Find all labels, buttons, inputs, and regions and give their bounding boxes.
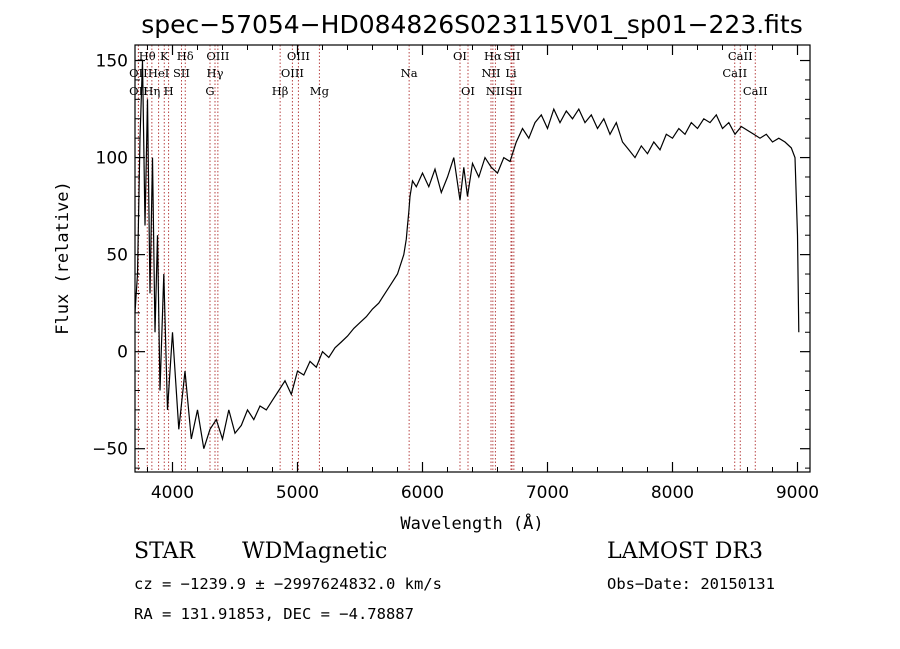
spectral-line-label-0: OII [129, 66, 148, 80]
x-tick-label-1: 5000 [276, 483, 319, 503]
spectral-line-label-22: Li [505, 66, 517, 80]
spectral-line-label-6: H [164, 84, 174, 98]
spectral-line-label-20: Hα [484, 49, 502, 63]
spectral-line-label-7: SII [173, 66, 190, 80]
spectral-line-labels: OIIOIIHθHηHeIKHSIIHδGHγOIIIHβOIIIOIIIMgN… [129, 49, 768, 98]
spectral-line-label-14: OIII [287, 49, 310, 63]
plot-frame [134, 44, 811, 473]
spectral-line-label-3: Hη [143, 84, 160, 98]
spectral-line-label-4: HeI [148, 66, 169, 80]
chart-title: spec−57054−HD084826S023115V01_sp01−223.f… [141, 10, 803, 39]
spectral-line-label-11: OIII [206, 49, 229, 63]
y-tick-label-1: 0 [117, 343, 128, 363]
spectral-line-label-16: Na [401, 66, 418, 80]
y-tick-label-2: 50 [106, 246, 128, 266]
y-tick-label-0: −50 [92, 440, 128, 460]
x-tick-label-2: 6000 [401, 483, 444, 503]
spectral-line-label-10: Hγ [207, 66, 224, 80]
spectral-line-label-2: Hθ [139, 49, 156, 63]
spectral-line-label-21: NII [486, 84, 505, 98]
spectral-line-label-8: Hδ [177, 49, 194, 63]
redshift-cz: cz = −1239.9 ± −2997624832.0 km/s [134, 575, 442, 593]
spectral-line-label-13: OIII [281, 66, 304, 80]
y-axis-label: Flux (relative) [53, 181, 73, 335]
spectral-line-label-19: NII [481, 66, 500, 80]
spectral-line-label-23: SII [504, 49, 521, 63]
x-axis-label: Wavelength (Å) [400, 512, 543, 534]
observation-date: Obs−Date: 20150131 [607, 575, 775, 593]
spectral-line-label-9: G [205, 84, 214, 98]
x-tick-label-4: 8000 [651, 483, 694, 503]
y-axis: −50 0 50 100 150 [92, 52, 810, 469]
spectral-line-label-17: OI [453, 49, 467, 63]
ra-dec: RA = 131.91853, DEC = −4.78887 [134, 605, 414, 623]
spectral-line-markers [137, 45, 756, 472]
spectral-line-label-15: Mg [310, 84, 330, 98]
object-subclass: WDMagnetic [242, 539, 388, 564]
spectral-line-label-5: K [160, 49, 169, 63]
y-tick-label-4: 150 [96, 52, 128, 72]
object-class: STAR [134, 539, 195, 564]
spectrum-series-line [134, 60, 800, 449]
spectral-line-label-27: CaII [743, 84, 768, 98]
x-axis: 4000 5000 6000 7000 8000 9000 [147, 45, 819, 503]
spectral-line-label-18: OI [461, 84, 475, 98]
x-tick-label-3: 7000 [526, 483, 569, 503]
x-tick-label-0: 4000 [151, 483, 194, 503]
spectral-line-label-26: CaII [728, 49, 753, 63]
x-tick-label-5: 9000 [776, 483, 819, 503]
survey-name: LAMOST DR3 [607, 539, 763, 564]
spectral-line-label-24: SII [505, 84, 522, 98]
spectral-line-label-12: Hβ [272, 84, 289, 98]
y-tick-label-3: 100 [96, 149, 128, 169]
spectral-line-label-25: CaII [722, 66, 747, 80]
